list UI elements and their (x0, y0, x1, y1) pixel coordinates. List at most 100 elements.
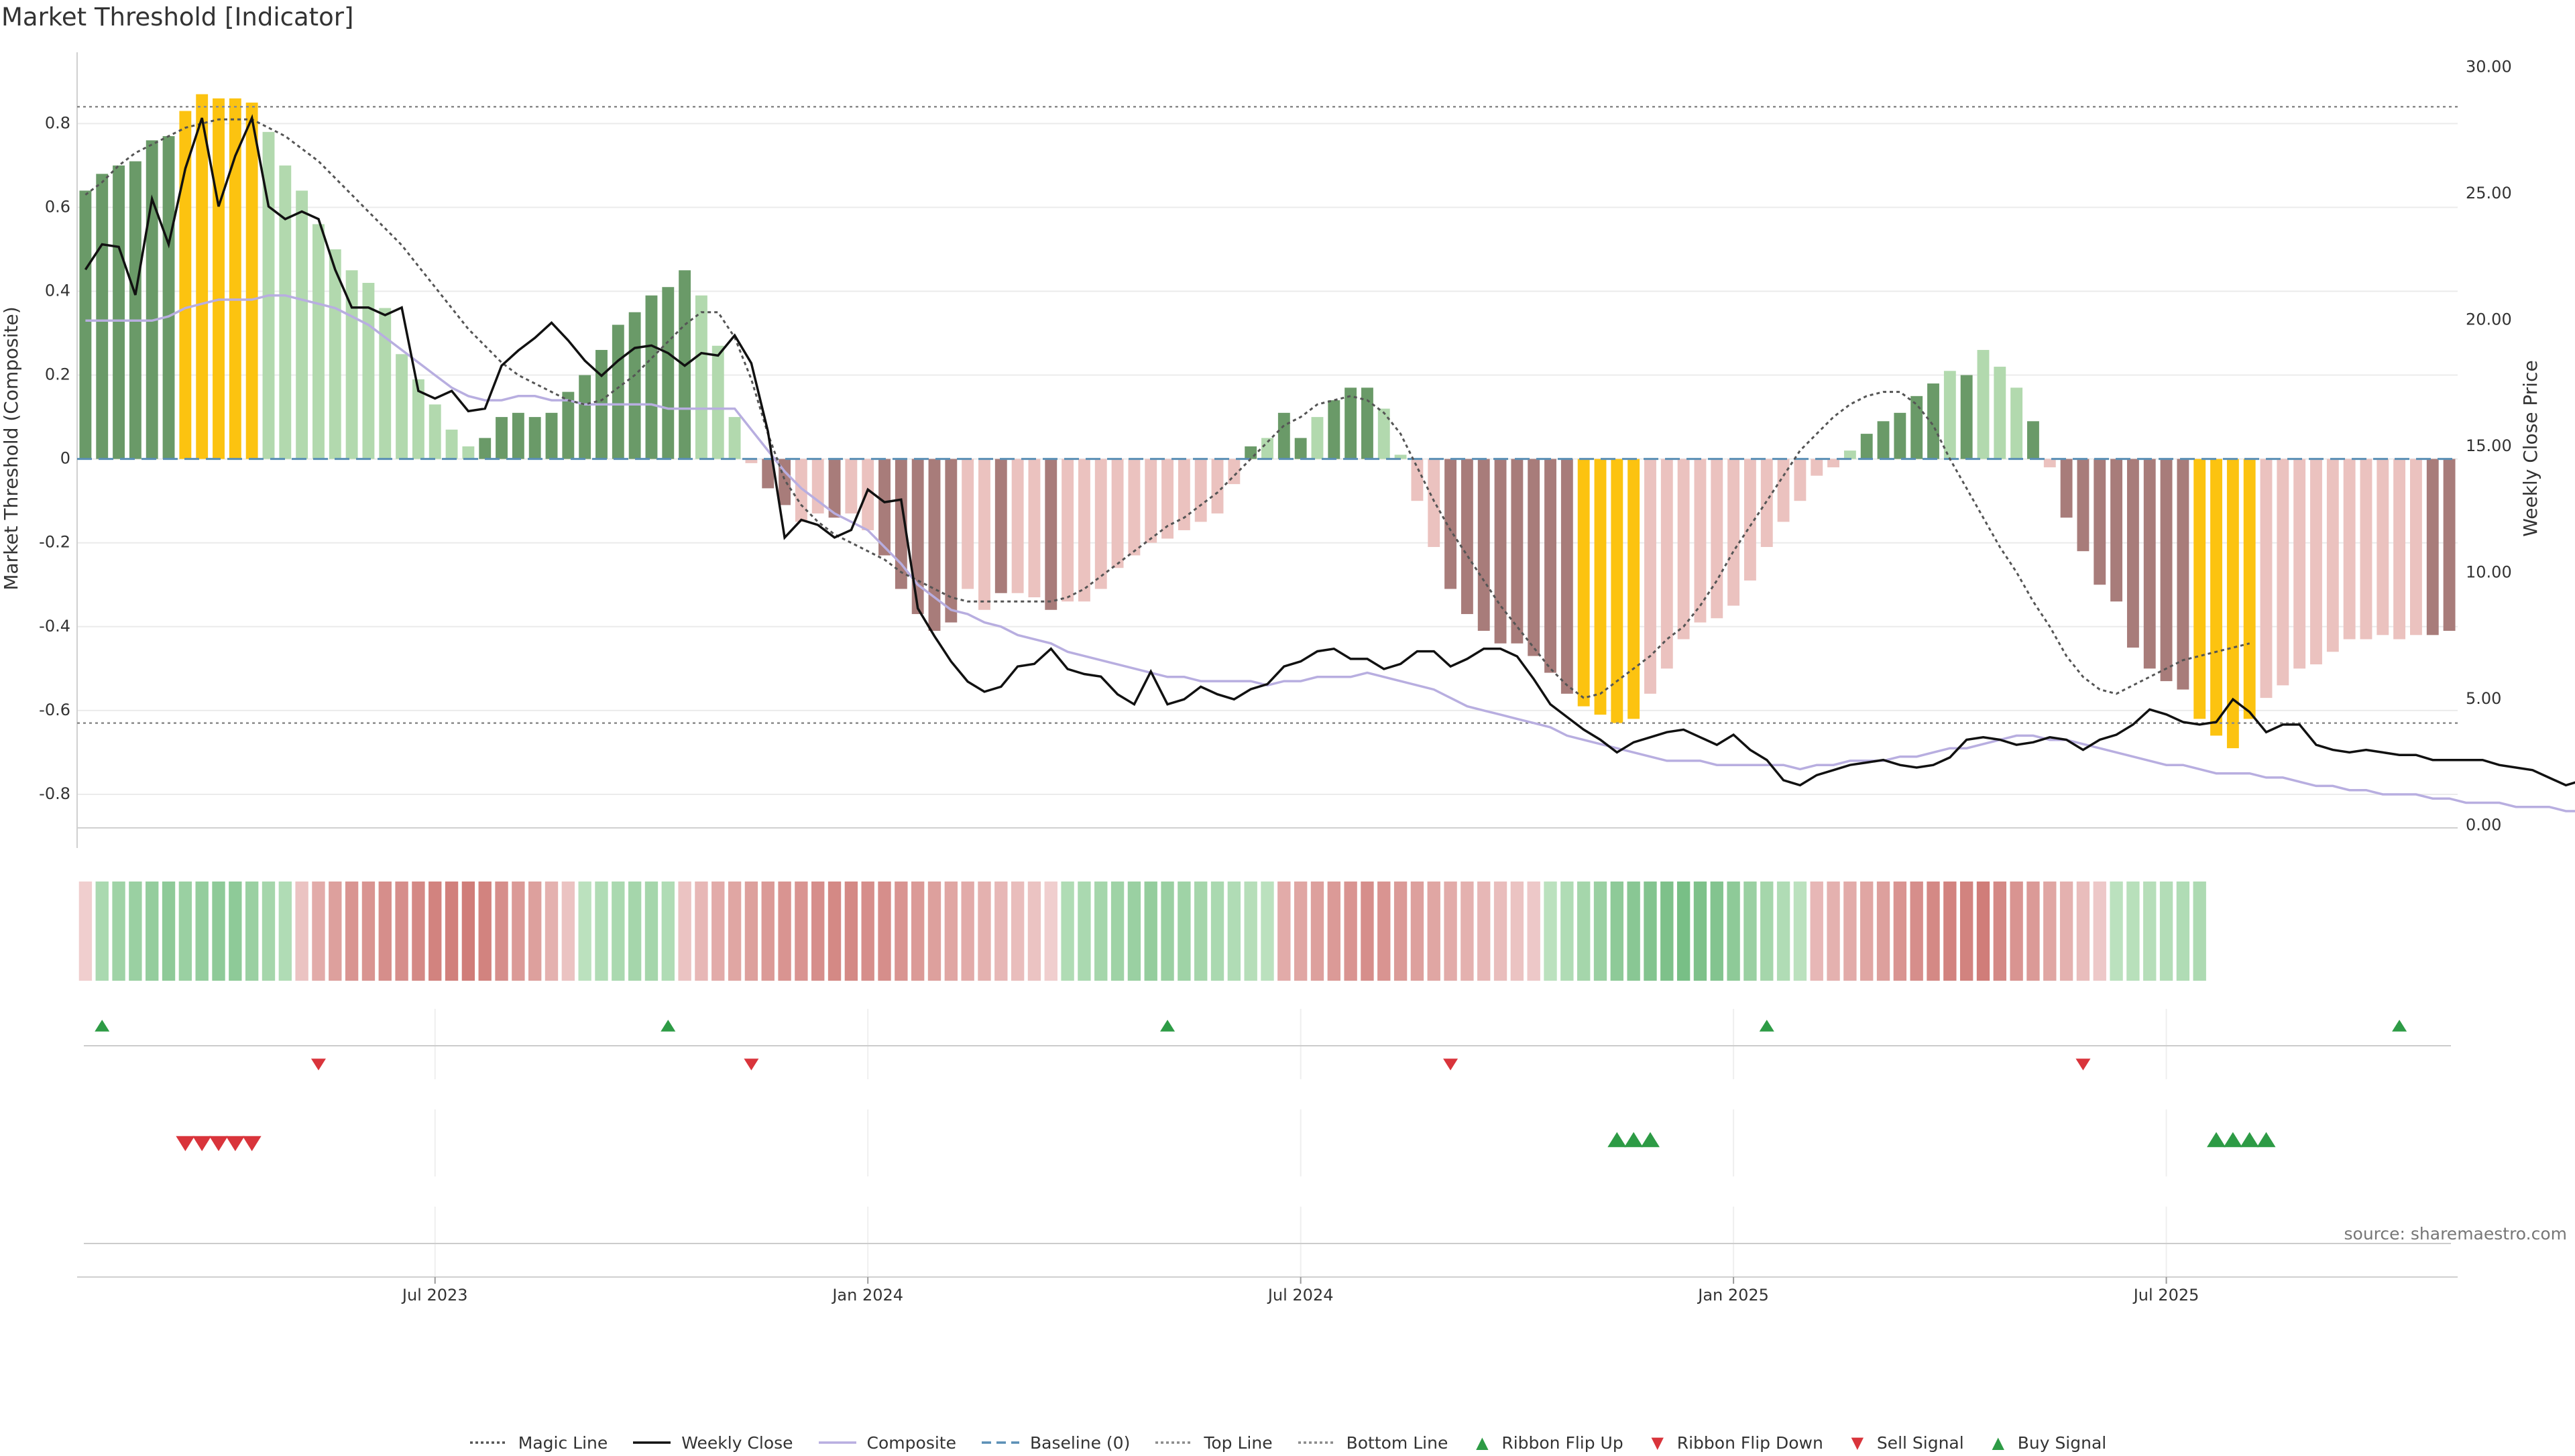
y-tick-label: -0.2 (39, 533, 70, 552)
y2-tick-label: 20.00 (2466, 310, 2512, 329)
ribbon-cell (1210, 882, 1224, 981)
composite-bar (2443, 459, 2456, 631)
y-tick-label: -0.8 (39, 784, 70, 803)
y-tick-label: -0.6 (39, 701, 70, 719)
ribbon-cell (312, 882, 325, 981)
ribbon-cell (1593, 882, 1607, 981)
ribbon-cell (195, 882, 209, 981)
composite-bar (2027, 421, 2039, 459)
ribbon-cell (2110, 882, 2123, 981)
ribbon-cell (1310, 882, 1324, 981)
composite-line (85, 294, 2575, 812)
composite-bar (1577, 459, 1590, 707)
ribbon-cell (644, 882, 659, 981)
buy-signal-marker (1640, 1132, 1660, 1148)
ribbon-cell (1078, 882, 1091, 981)
composite-bar (2310, 459, 2322, 665)
composite-bar (1461, 459, 1473, 615)
ribbon-cell (728, 882, 742, 981)
composite-bar (279, 165, 292, 459)
composite-bar (2210, 459, 2222, 736)
legend-label: Composite (866, 1433, 956, 1453)
composite-bar (579, 375, 591, 459)
ribbon-cell (345, 882, 359, 981)
x-tick-label: Jan 2025 (1697, 1286, 1769, 1305)
ribbon-cell (495, 882, 508, 981)
legend-item: Baseline (0) (980, 1433, 1130, 1453)
composite-bar (2260, 459, 2273, 699)
composite-bar (2010, 387, 2023, 459)
ribbon-cell (395, 882, 408, 981)
ribbon-cell (528, 882, 542, 981)
ribbon-cell (1127, 882, 1141, 981)
composite-bar (1627, 459, 1640, 719)
composite-bar (1994, 367, 2006, 459)
composite-bar (329, 249, 341, 459)
composite-bar (1261, 438, 1273, 459)
composite-bar (2226, 459, 2239, 749)
legend-item: ▲ Buy Signal (1988, 1433, 2106, 1453)
composite-bar (312, 224, 325, 459)
composite-bar (878, 459, 891, 556)
composite-bar (1760, 459, 1773, 547)
composite-bar (645, 295, 658, 459)
composite-bar (1194, 459, 1207, 522)
composite-bar (2326, 459, 2339, 652)
legend-label: Ribbon Flip Down (1676, 1433, 1823, 1453)
composite-bar (2377, 459, 2389, 635)
ribbon-cell (678, 882, 691, 981)
triangle-up-icon: ▲ (1476, 1433, 1489, 1452)
legend-line-swatch (469, 1441, 508, 1444)
ribbon-cell (927, 882, 941, 981)
composite-bar (928, 459, 941, 631)
composite-bar (1943, 371, 1956, 459)
composite-bar (379, 308, 392, 459)
ribbon-cell (961, 882, 974, 981)
ribbon-cell (262, 882, 276, 981)
ribbon-cell (2126, 882, 2140, 981)
ribbon-cell (2076, 882, 2090, 981)
legend-item: Bottom Line (1297, 1433, 1448, 1453)
ribbon-cell (1361, 882, 1374, 981)
ribbon-cell (245, 882, 259, 981)
ribbon-flip-up-marker (1160, 1020, 1176, 1032)
ribbon-flip-up-marker (661, 1020, 676, 1032)
ribbon-cell (1344, 882, 1357, 981)
composite-bar (496, 417, 508, 459)
ribbon-cell (628, 882, 642, 981)
composite-bar (79, 190, 92, 459)
ribbon-cell (1927, 882, 1940, 981)
composite-bar (113, 165, 125, 459)
composite-bar (1161, 459, 1174, 539)
legend-item: Magic Line (469, 1433, 608, 1453)
ribbon-cell (229, 882, 242, 981)
x-tick-label: Jan 2024 (831, 1286, 903, 1305)
composite-bar (1927, 383, 1939, 459)
ribbon-cell (1810, 882, 1823, 981)
composite-bar (445, 429, 458, 459)
ribbon-cell (1676, 882, 1691, 981)
composite-bar (994, 459, 1007, 593)
ribbon-cell (1294, 882, 1308, 981)
composite-bar (1544, 459, 1556, 673)
ribbon-cell (212, 882, 225, 981)
composite-bar (196, 94, 209, 459)
ribbon-cell (1976, 882, 1990, 981)
composite-bar (1660, 459, 1673, 669)
ribbon-cell (1327, 882, 1340, 981)
ribbon-cell (1610, 882, 1624, 981)
composite-bar (479, 438, 492, 459)
sell-signal-marker (176, 1136, 195, 1152)
ribbon-cell (1544, 882, 1557, 981)
ribbon-cell (1194, 882, 1208, 981)
composite-bar (1428, 459, 1440, 547)
ribbon-cell (561, 882, 575, 981)
ribbon-cell (278, 882, 292, 981)
composite-bar (1028, 459, 1041, 598)
composite-bar (229, 98, 241, 459)
ribbon-cell (1094, 882, 1108, 981)
composite-bar (545, 412, 558, 459)
composite-bar (1394, 454, 1407, 459)
composite-bar (1094, 459, 1107, 589)
ribbon-cell (578, 882, 591, 981)
